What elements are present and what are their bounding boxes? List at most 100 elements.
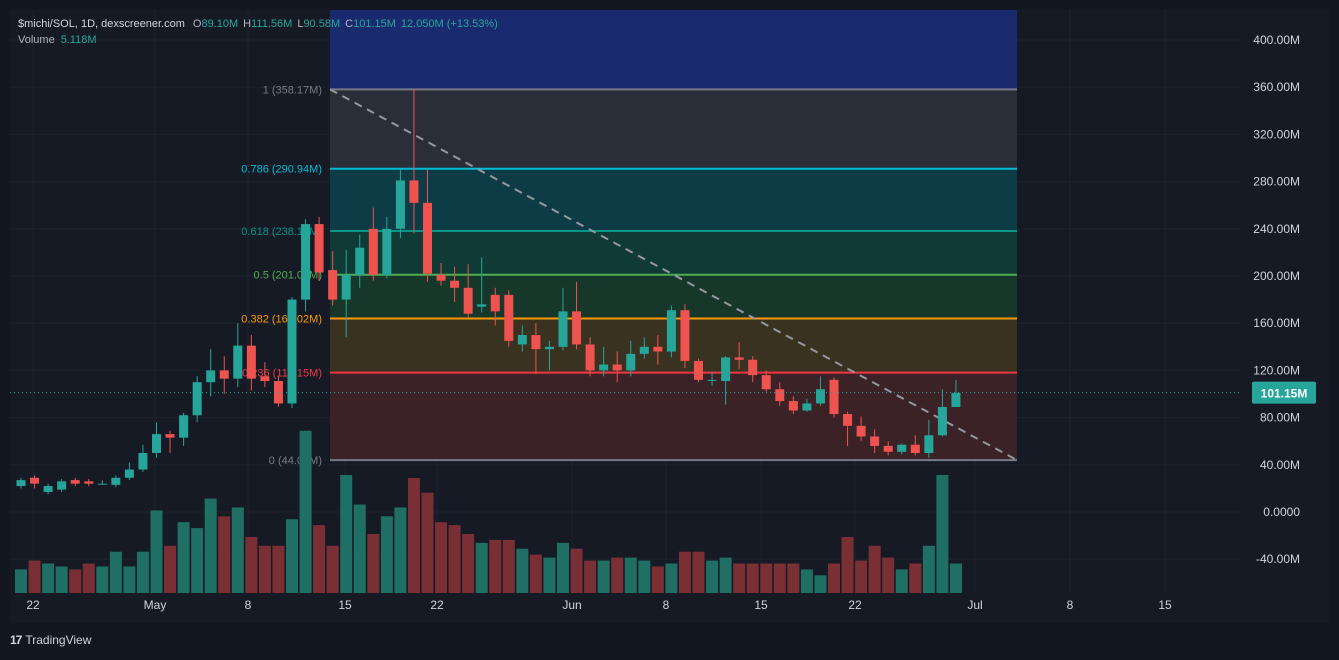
- candle-body[interactable]: [951, 392, 961, 407]
- volume-bar: [204, 498, 217, 593]
- candle-body[interactable]: [192, 382, 202, 416]
- candle-body[interactable]: [395, 180, 405, 229]
- candle-body[interactable]: [761, 375, 771, 390]
- candle-body[interactable]: [423, 202, 432, 274]
- candle-body[interactable]: [748, 359, 758, 376]
- candle-body[interactable]: [924, 435, 934, 453]
- candle-body[interactable]: [30, 477, 40, 484]
- x-axis-tick-label: 22: [430, 598, 444, 612]
- candle-body[interactable]: [84, 481, 94, 484]
- tradingview-logo-icon[interactable]: 17: [10, 633, 22, 647]
- candle-body[interactable]: [233, 345, 243, 379]
- volume-bar: [231, 507, 244, 593]
- candle-body[interactable]: [43, 486, 53, 492]
- candle-body[interactable]: [341, 274, 351, 300]
- x-axis-tick-label: Jun: [562, 598, 581, 612]
- candle-body[interactable]: [721, 357, 731, 382]
- candle-body[interactable]: [815, 389, 825, 404]
- candle-body[interactable]: [368, 228, 378, 275]
- candle-body[interactable]: [937, 406, 947, 436]
- chart-frame[interactable]: 1 (358.17M) 0.786 (290.94M) 0.618 (238.16M…: [10, 10, 1329, 623]
- candle-body[interactable]: [653, 346, 663, 352]
- candle-body[interactable]: [450, 280, 460, 288]
- candle-body[interactable]: [314, 224, 324, 273]
- volume-bar: [733, 563, 746, 593]
- volume-bar: [15, 569, 27, 593]
- candle-body[interactable]: [301, 224, 311, 300]
- candle-body[interactable]: [694, 360, 703, 380]
- candle-body[interactable]: [585, 344, 595, 371]
- candle-body[interactable]: [165, 434, 175, 438]
- close-value: 101.15M: [353, 18, 396, 30]
- volume-bar: [868, 545, 881, 593]
- candle-body[interactable]: [57, 481, 67, 490]
- volume-bar: [909, 563, 922, 593]
- volume-bar: [407, 477, 420, 593]
- candle-body[interactable]: [436, 274, 446, 281]
- candle-body[interactable]: [260, 376, 270, 382]
- y-axis-tick-label: 120.00M: [1253, 363, 1300, 377]
- candle-body[interactable]: [680, 310, 690, 361]
- volume-bar: [516, 548, 529, 593]
- candle-body[interactable]: [355, 247, 365, 275]
- candle-body[interactable]: [910, 444, 920, 453]
- candle-body[interactable]: [856, 425, 866, 437]
- candle-body[interactable]: [328, 270, 338, 300]
- volume-bar: [597, 560, 610, 593]
- candle-body[interactable]: [97, 483, 107, 485]
- candle-body[interactable]: [179, 415, 189, 438]
- x-axis-tick-label: 8: [245, 598, 252, 612]
- candle-body[interactable]: [788, 401, 798, 411]
- price-chart[interactable]: 1 (358.17M)0.786 (290.94M)0.618 (238.16M…: [10, 10, 1329, 623]
- candle-body[interactable]: [734, 357, 744, 360]
- candle-body[interactable]: [544, 346, 554, 350]
- candle-body[interactable]: [802, 403, 812, 411]
- candle-body[interactable]: [16, 480, 26, 487]
- volume-bar: [380, 516, 393, 593]
- candle-body[interactable]: [463, 287, 473, 314]
- volume-bar: [814, 575, 827, 593]
- candle-body[interactable]: [897, 444, 907, 452]
- candle-body[interactable]: [111, 477, 121, 485]
- candle-body[interactable]: [409, 180, 419, 203]
- candle-body[interactable]: [666, 310, 676, 352]
- volume-bar: [773, 563, 786, 593]
- candle-body[interactable]: [219, 370, 229, 379]
- volume-bar: [828, 563, 840, 593]
- high-label: H: [243, 18, 252, 30]
- candle-body[interactable]: [775, 389, 785, 402]
- candle-body[interactable]: [152, 434, 161, 453]
- candle-body[interactable]: [707, 379, 717, 381]
- candle-body[interactable]: [477, 304, 487, 307]
- candle-body[interactable]: [490, 294, 500, 312]
- volume-bar: [136, 551, 149, 593]
- candle-body[interactable]: [517, 335, 527, 345]
- candle-body[interactable]: [558, 311, 568, 347]
- candle-body[interactable]: [124, 469, 134, 478]
- candle-body[interactable]: [870, 436, 880, 446]
- candle-body[interactable]: [287, 299, 297, 404]
- candle-body[interactable]: [246, 345, 256, 379]
- x-axis-tick-label: 8: [663, 598, 670, 612]
- candle-body[interactable]: [382, 228, 392, 275]
- volume-bar: [841, 536, 854, 593]
- volume-bar: [299, 430, 312, 593]
- candle-body[interactable]: [829, 379, 839, 415]
- candle-body[interactable]: [531, 335, 541, 350]
- volume-bar: [475, 542, 488, 593]
- candle-body[interactable]: [626, 353, 636, 371]
- candle-body[interactable]: [70, 480, 80, 484]
- candle-body[interactable]: [572, 311, 582, 345]
- candle-body[interactable]: [138, 453, 148, 470]
- fib-trend-line[interactable]: [329, 88, 1018, 461]
- volume-bar: [28, 560, 41, 593]
- candle-body[interactable]: [843, 414, 853, 426]
- candle-body[interactable]: [883, 445, 893, 452]
- candle-body[interactable]: [206, 370, 216, 383]
- candle-body[interactable]: [612, 364, 622, 371]
- candle-body[interactable]: [504, 294, 514, 341]
- candle-body[interactable]: [639, 346, 649, 354]
- tradingview-brand[interactable]: TradingView: [25, 633, 92, 647]
- candle-body[interactable]: [599, 364, 609, 371]
- pair-title: $michi/SOL, 1D, dexscreener.com: [18, 18, 185, 30]
